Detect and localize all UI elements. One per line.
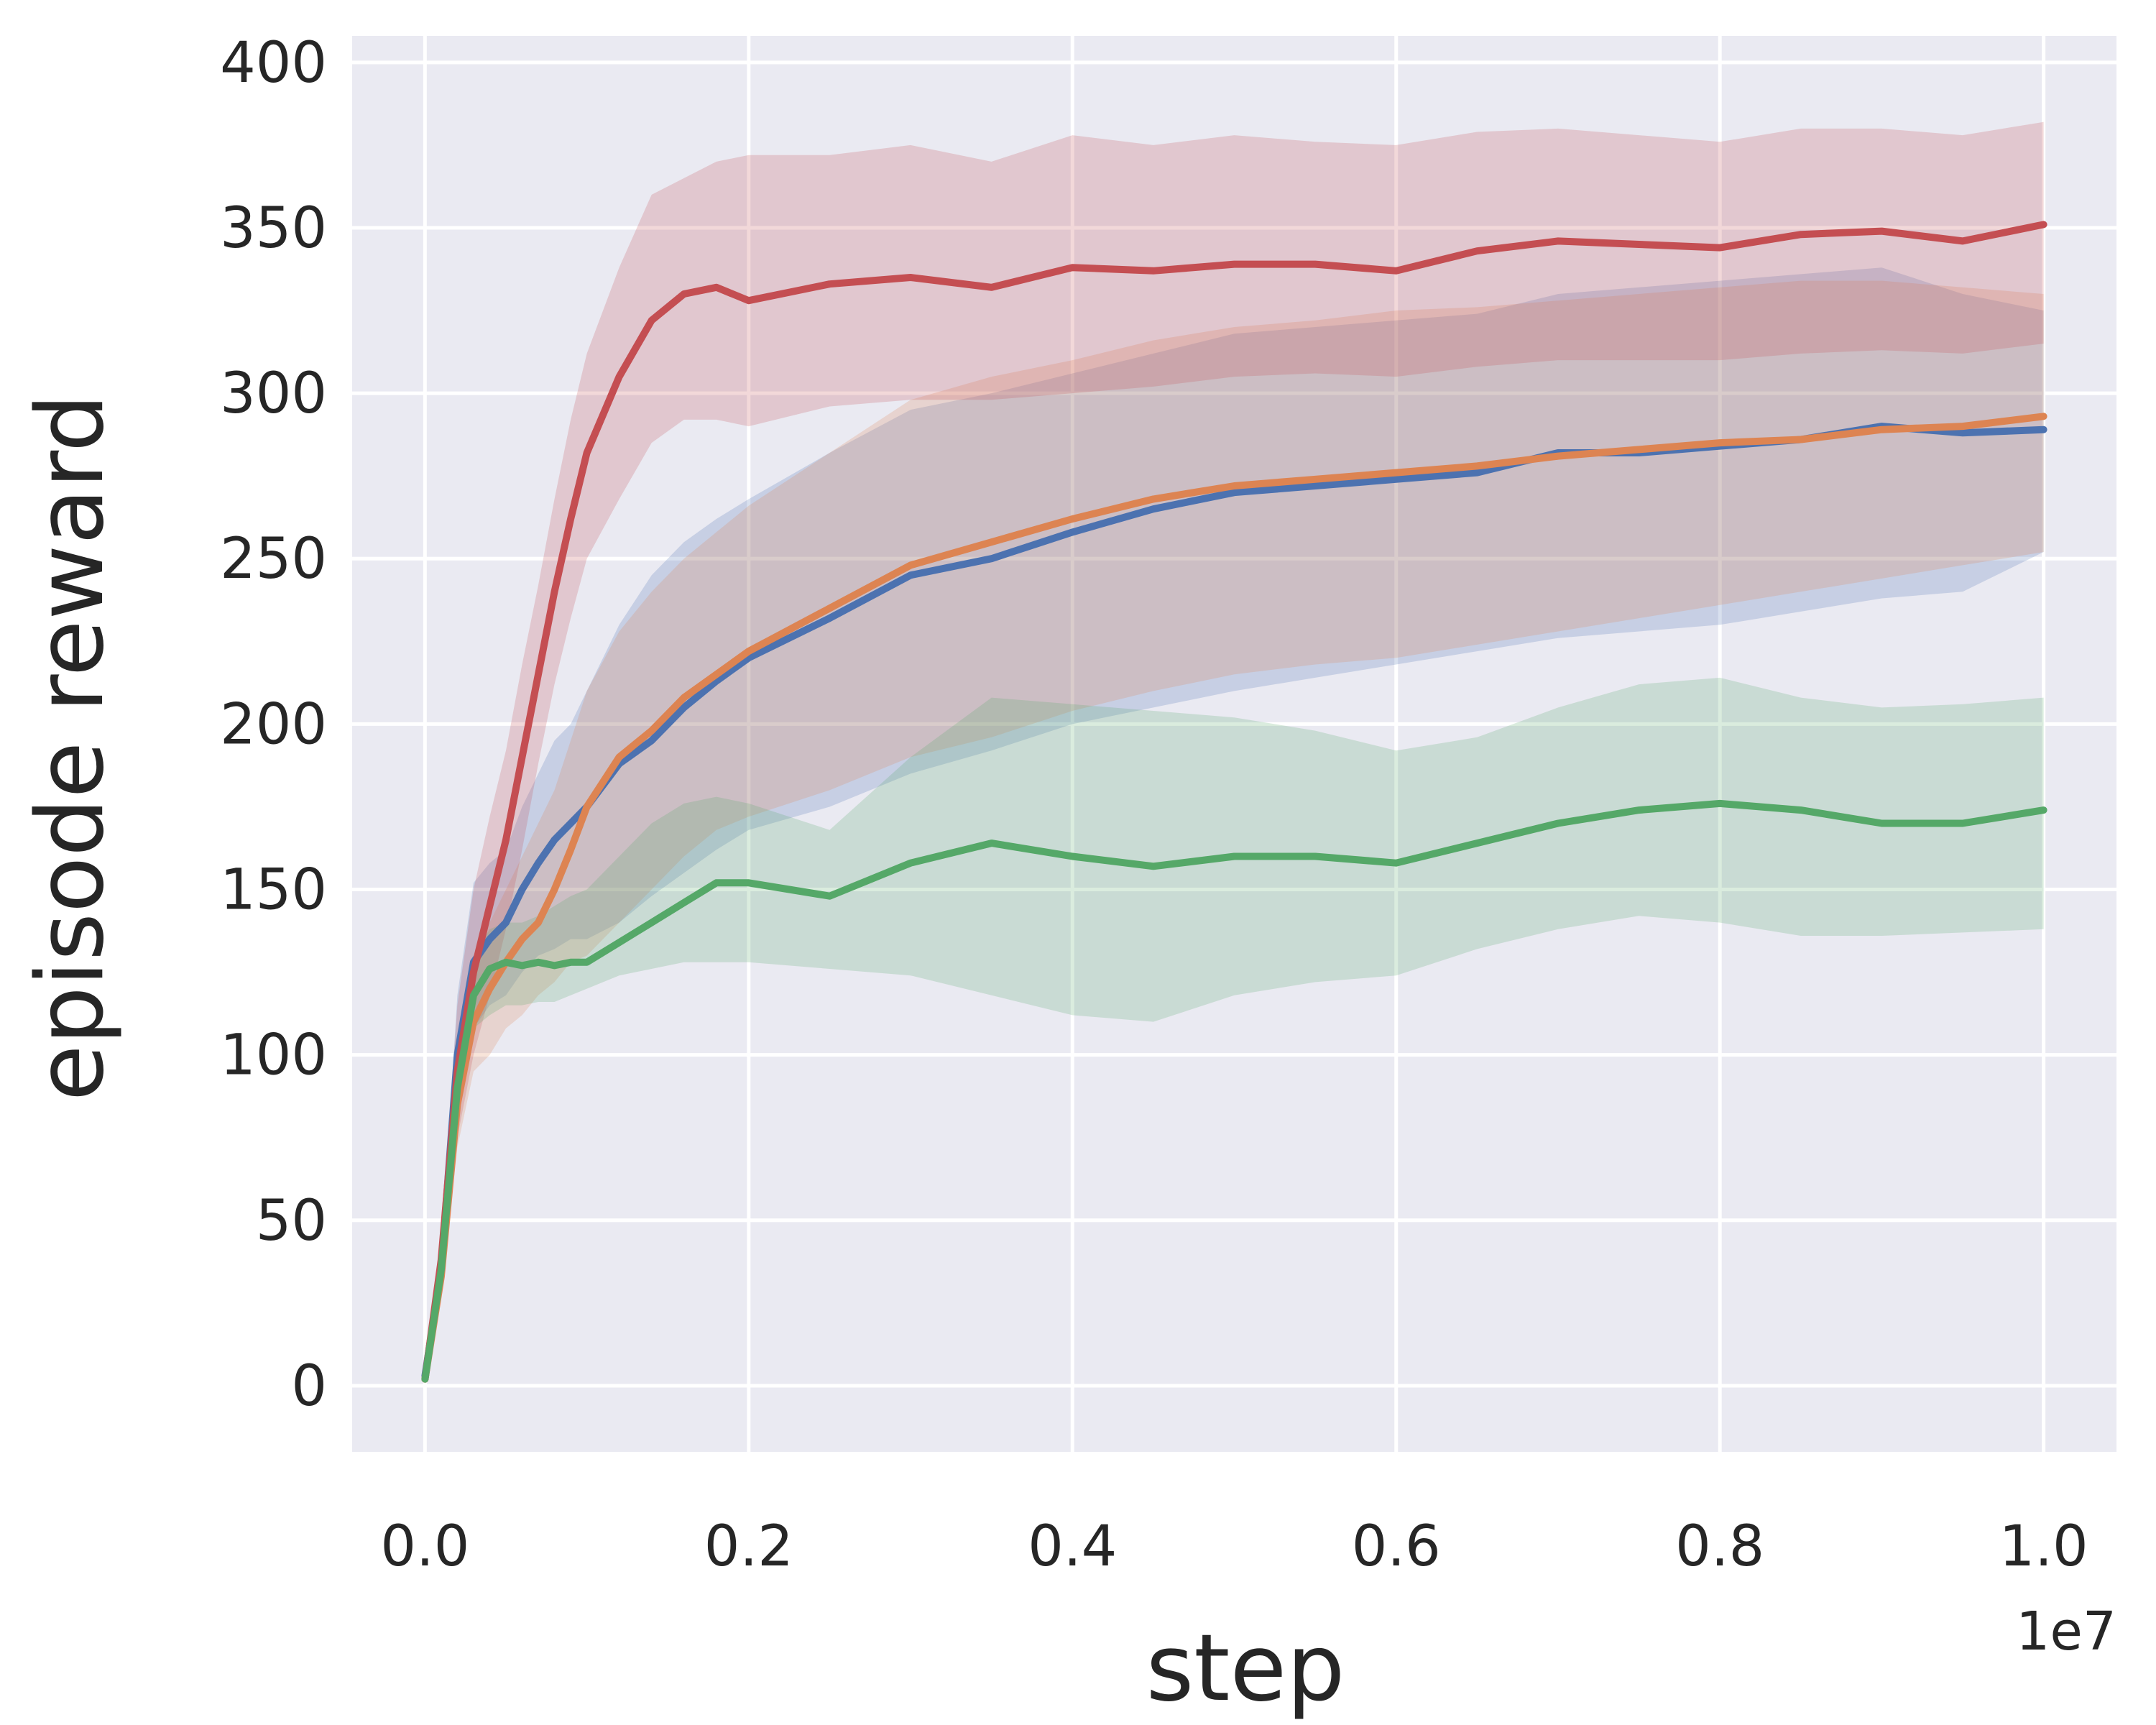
y-tick-label: 300 <box>220 362 327 426</box>
y-tick-label: 400 <box>220 31 327 96</box>
band-orange <box>425 280 2044 1383</box>
x-tick-label: 0.4 <box>1028 1514 1117 1579</box>
series-line-red <box>421 221 2047 1383</box>
y-tick-label: 200 <box>220 692 327 757</box>
x-tick-label: 0.8 <box>1675 1514 1764 1579</box>
y-tick-label: 250 <box>220 527 327 592</box>
x-offset-label: 1e7 <box>2016 1601 2116 1662</box>
x-tick-labels: 0.0 0.2 0.4 0.6 0.8 1.0 <box>380 1514 2088 1579</box>
y-tick-label: 350 <box>220 196 327 261</box>
y-tick-label: 0 <box>291 1354 327 1419</box>
x-tick-label: 1.0 <box>1999 1514 2088 1579</box>
y-tick-label: 100 <box>220 1024 327 1088</box>
x-tick-label: 0.6 <box>1352 1514 1441 1579</box>
y-tick-label: 150 <box>220 858 327 923</box>
band-red <box>425 121 2044 1383</box>
band-blue <box>425 267 2044 1383</box>
series-line-orange <box>421 413 2047 1383</box>
x-tick-label: 0.2 <box>704 1514 793 1579</box>
series-line-green <box>421 799 2047 1383</box>
series-lines <box>421 221 2047 1383</box>
y-tick-labels: 0 50 100 150 200 250 300 350 400 <box>220 31 327 1419</box>
x-axis-title: step <box>1146 1615 1345 1722</box>
y-axis-title: episode reward <box>17 394 124 1102</box>
grid <box>352 36 2116 1452</box>
confidence-bands <box>425 121 2044 1383</box>
band-green <box>425 677 2044 1383</box>
y-tick-label: 50 <box>256 1189 327 1254</box>
x-tick-label: 0.0 <box>380 1514 469 1579</box>
